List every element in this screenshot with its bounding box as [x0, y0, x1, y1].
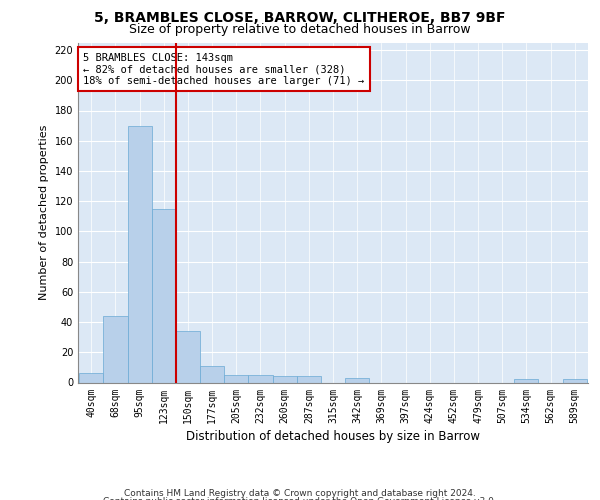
Text: 5, BRAMBLES CLOSE, BARROW, CLITHEROE, BB7 9BF: 5, BRAMBLES CLOSE, BARROW, CLITHEROE, BB…	[94, 11, 506, 25]
Text: Contains public sector information licensed under the Open Government Licence v3: Contains public sector information licen…	[103, 496, 497, 500]
Bar	[200, 366, 224, 382]
Text: Size of property relative to detached houses in Barrow: Size of property relative to detached ho…	[129, 22, 471, 36]
Bar	[152, 208, 176, 382]
Text: 5 BRAMBLES CLOSE: 143sqm
← 82% of detached houses are smaller (328)
18% of semi-: 5 BRAMBLES CLOSE: 143sqm ← 82% of detach…	[83, 52, 364, 86]
Bar	[224, 375, 248, 382]
Y-axis label: Number of detached properties: Number of detached properties	[39, 125, 49, 300]
Text: Contains HM Land Registry data © Crown copyright and database right 2024.: Contains HM Land Registry data © Crown c…	[124, 489, 476, 498]
Bar	[176, 331, 200, 382]
Bar	[272, 376, 297, 382]
X-axis label: Distribution of detached houses by size in Barrow: Distribution of detached houses by size …	[186, 430, 480, 442]
Bar	[345, 378, 369, 382]
Bar	[103, 316, 128, 382]
Bar	[514, 380, 538, 382]
Bar	[297, 376, 321, 382]
Bar	[79, 374, 103, 382]
Bar	[128, 126, 152, 382]
Bar	[563, 380, 587, 382]
Bar	[248, 375, 272, 382]
